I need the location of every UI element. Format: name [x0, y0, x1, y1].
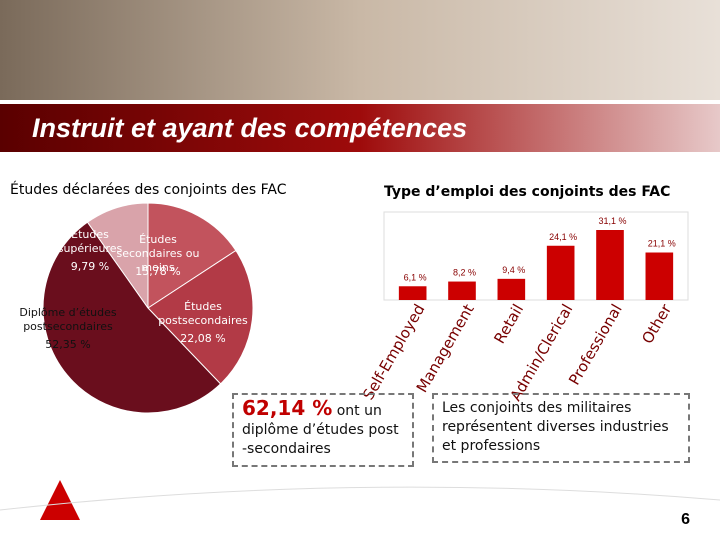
x-tick-label: Other — [638, 300, 675, 347]
logo — [40, 480, 80, 520]
pie-slice — [147, 202, 237, 309]
bar — [596, 230, 624, 300]
bar — [645, 252, 674, 300]
decor-line — [0, 486, 720, 511]
slice-value-label: 52,35 % — [45, 338, 91, 351]
bar — [546, 245, 575, 300]
slide-title: Instruit et ayant des compétences — [32, 113, 467, 143]
bar — [398, 286, 427, 300]
pie-title: Études déclarées des conjoints des FAC — [10, 181, 287, 198]
slice-label: Études postsecondaires — [158, 300, 248, 327]
callout-highlight: 62,14 % — [242, 396, 333, 420]
slice-value-label: 22,08 % — [180, 332, 226, 345]
pie-slice — [42, 221, 222, 414]
value-label: 24,1 % — [549, 232, 577, 242]
slice-label: Études supérieures — [57, 228, 123, 255]
x-tick-label: Professional — [565, 301, 626, 388]
slice-label: Diplôme d’études postsecondaires — [19, 306, 117, 333]
slice-value-label: 9,79 % — [70, 260, 110, 273]
value-label: 6,1 % — [404, 272, 427, 282]
callout-text: ont un diplôme d’études post -secondaire… — [242, 403, 399, 457]
page-number: 6 — [681, 511, 690, 528]
header-photo — [0, 0, 720, 100]
slice-value-label: 15,78 % — [135, 265, 181, 278]
callout-text: Les conjoints des militaires représenten… — [442, 400, 669, 454]
value-label: 21,1 % — [648, 239, 676, 249]
title-band — [0, 104, 720, 152]
value-label: 9,4 % — [502, 265, 525, 275]
slice-label: Études secondaires ou moins — [116, 233, 200, 274]
value-label: 31,1 % — [598, 216, 626, 226]
pie-slice — [147, 249, 254, 385]
value-label: 8,2 % — [453, 268, 476, 278]
callout: Les conjoints des militaires représenten… — [432, 393, 690, 463]
bar-title: Type d’emploi des conjoints des FAC — [384, 184, 670, 200]
bar — [448, 281, 476, 300]
callout: 62,14 % ont un diplôme d’études post -se… — [232, 393, 414, 467]
x-tick-label: Retail — [490, 301, 527, 347]
bar — [497, 278, 526, 300]
plot-area — [383, 211, 689, 301]
